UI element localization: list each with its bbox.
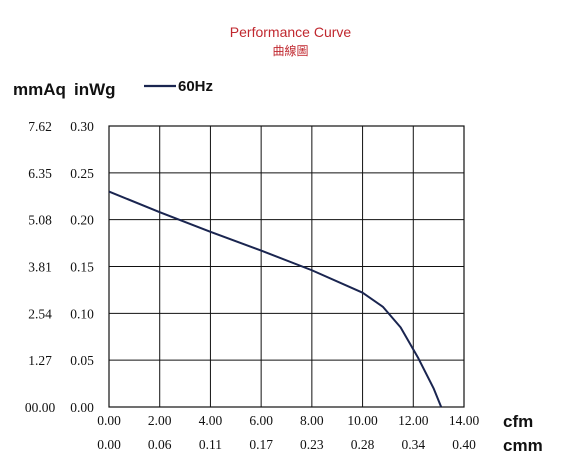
x-tick-label-cfm: 2.00 (148, 413, 172, 428)
y-unit-mmAq: mmAq (13, 80, 66, 99)
x-tick-label-cfm: 10.00 (347, 413, 378, 428)
y-tick-label-mmAq: 6.35 (28, 166, 52, 181)
y-tick-label-inWg: 0.15 (70, 260, 94, 275)
y-tick-label-inWg: 0.10 (70, 306, 94, 321)
x-tick-label-cfm: 8.00 (300, 413, 324, 428)
y-tick-label-inWg: 0.30 (70, 119, 94, 134)
legend-label: 60Hz (178, 78, 213, 95)
y-tick-label-mmAq: 2.54 (28, 306, 52, 321)
y-tick-label-mmAq: 5.08 (28, 213, 52, 228)
series-line-60Hz (108, 190, 443, 408)
chart-title: Performance Curve (229, 24, 352, 40)
x-tick-label-cmm: 0.00 (97, 437, 121, 452)
x-tick-label-cmm: 0.06 (148, 437, 172, 452)
x-tick-label-cmm: 0.34 (401, 437, 425, 452)
chart-subtitle: 曲線圖 (272, 44, 309, 58)
x-tick-label-cmm: 0.11 (199, 437, 222, 452)
x-tick-label-cmm: 0.23 (300, 437, 324, 452)
x-unit-cfm: cfm (503, 412, 534, 431)
x-tick-label-cfm: 12.00 (398, 413, 429, 428)
x-tick-label-cfm: 0.00 (97, 413, 121, 428)
y-unit-inWg: inWg (74, 80, 116, 99)
y-tick-label-inWg: 0.25 (70, 166, 94, 181)
y-tick-label-mmAq: 00.00 (25, 400, 56, 415)
y-tick-label-mmAq: 3.81 (28, 260, 52, 275)
y-tick-label-inWg: 0.00 (70, 400, 94, 415)
x-tick-label-cfm: 6.00 (249, 413, 273, 428)
x-tick-label-cfm: 14.00 (449, 413, 480, 428)
y-tick-label-mmAq: 1.27 (28, 353, 52, 368)
y-tick-label-inWg: 0.20 (70, 213, 94, 228)
x-tick-label-cmm: 0.28 (351, 437, 375, 452)
x-tick-label-cmm: 0.17 (249, 437, 273, 452)
x-tick-label-cmm: 0.40 (452, 437, 476, 452)
x-tick-label-cfm: 4.00 (199, 413, 223, 428)
y-tick-label-inWg: 0.05 (70, 353, 94, 368)
y-tick-label-mmAq: 7.62 (28, 119, 52, 134)
x-unit-cmm: cmm (503, 436, 543, 455)
